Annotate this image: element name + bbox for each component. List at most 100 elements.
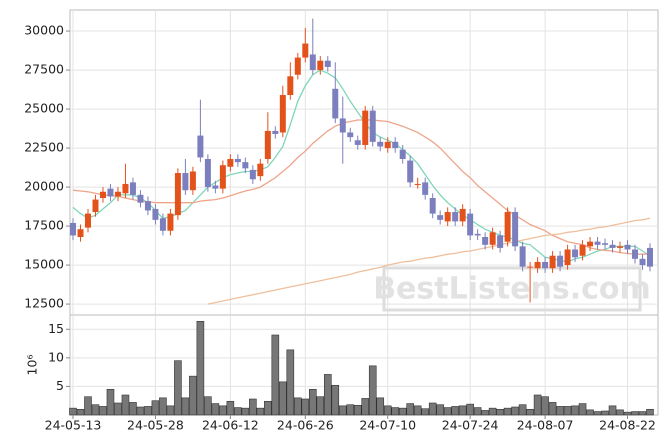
volume-bar — [136, 406, 145, 416]
candle-body — [444, 212, 451, 222]
candle-body — [474, 233, 481, 236]
volume-bar — [473, 407, 482, 416]
volume-bar — [593, 411, 602, 416]
volume-bar — [511, 406, 519, 416]
volume-bar — [406, 403, 415, 416]
x-tick-label: 24-05-28 — [127, 418, 184, 433]
candle-body — [542, 261, 549, 269]
candle-body — [174, 173, 181, 216]
candle-body — [377, 141, 384, 147]
candle-body — [497, 235, 504, 248]
candle-body — [594, 241, 601, 245]
volume-bar — [166, 405, 175, 416]
candle-body — [189, 171, 196, 191]
volume-bar — [503, 407, 512, 416]
candle-body — [219, 165, 226, 189]
volume-bar — [308, 388, 317, 416]
candle-body — [279, 95, 286, 133]
candle-body — [272, 130, 279, 135]
volume-bar — [211, 403, 220, 416]
volume-bar — [219, 405, 227, 416]
y-tick-label: 27500 — [24, 62, 64, 77]
candle-body — [624, 244, 631, 250]
candle-body — [414, 183, 421, 185]
candle-body — [249, 169, 256, 180]
candle-body — [617, 246, 624, 248]
candle-body — [392, 141, 399, 149]
candle-body — [609, 244, 616, 248]
candle-body — [129, 182, 136, 195]
candle-body — [602, 243, 609, 245]
candle-body — [527, 266, 534, 268]
volume-bar — [279, 381, 287, 416]
volume-bar — [481, 410, 489, 416]
x-tick-label: 24-06-26 — [277, 418, 334, 433]
candle-body — [317, 60, 324, 71]
candle-body — [489, 232, 496, 245]
volume-bar — [526, 408, 534, 416]
volume-bar — [391, 407, 400, 416]
volume-bar — [413, 405, 422, 416]
candle-body — [294, 57, 301, 75]
volume-bar — [264, 400, 272, 416]
candle-body — [114, 191, 121, 197]
volume-bar — [428, 402, 437, 416]
volume-bar — [353, 404, 362, 416]
volume-bar — [338, 405, 347, 416]
candle-body — [84, 213, 91, 228]
x-tick-label: 24-06-12 — [202, 418, 259, 433]
y-tick-label: 15 — [48, 321, 64, 336]
candle-body — [437, 215, 444, 220]
candle-body — [354, 140, 361, 145]
volume-bar — [563, 406, 572, 416]
candle-body — [587, 241, 594, 247]
volume-bar — [631, 411, 639, 416]
volume-bar — [578, 403, 587, 416]
volume-bar — [436, 404, 444, 416]
volume-bar — [69, 407, 77, 416]
candle-body — [332, 88, 339, 119]
moving-average — [72, 119, 650, 255]
candle-body — [137, 194, 144, 203]
candle-body — [534, 261, 541, 269]
candle-body — [197, 135, 204, 158]
candle-body — [227, 158, 234, 167]
volume-bar — [323, 374, 332, 416]
volume-bar — [159, 397, 167, 416]
volume-bar — [488, 407, 497, 416]
candle-body — [152, 208, 159, 220]
candle-body — [122, 183, 129, 194]
volume-bar — [121, 394, 130, 416]
volume-bar — [346, 404, 355, 416]
volume-bar — [249, 398, 257, 416]
volume-bar — [458, 405, 467, 416]
volume-bar — [421, 408, 429, 416]
y-tick-label: 30000 — [24, 23, 64, 38]
candle-body — [422, 182, 429, 195]
volume-bar — [106, 388, 115, 416]
y-tick-label: 20000 — [24, 179, 64, 194]
candle-body — [467, 213, 474, 236]
y-tick-label: 5 — [56, 378, 64, 393]
candle-body — [77, 229, 84, 237]
volume-bar — [204, 396, 212, 416]
volume-bar — [234, 407, 242, 416]
x-tick-label: 24-05-13 — [45, 418, 102, 433]
volume-bar — [316, 396, 325, 416]
y-tick-label: 12500 — [24, 296, 64, 311]
candle-body — [504, 212, 511, 242]
candle-body — [579, 244, 586, 256]
volume-bar — [601, 410, 609, 416]
candle-body — [204, 158, 211, 188]
candle-body — [144, 201, 151, 211]
volume-bar — [616, 409, 624, 416]
volume-bar — [608, 405, 617, 416]
candle-body — [564, 249, 571, 266]
candle-body — [339, 118, 346, 133]
candle-body — [369, 110, 376, 142]
candle-body — [362, 110, 369, 145]
volume-bar — [466, 403, 474, 416]
candle-body — [309, 54, 316, 71]
volume-bar — [571, 405, 579, 416]
y-tick-label: 22500 — [24, 140, 64, 155]
